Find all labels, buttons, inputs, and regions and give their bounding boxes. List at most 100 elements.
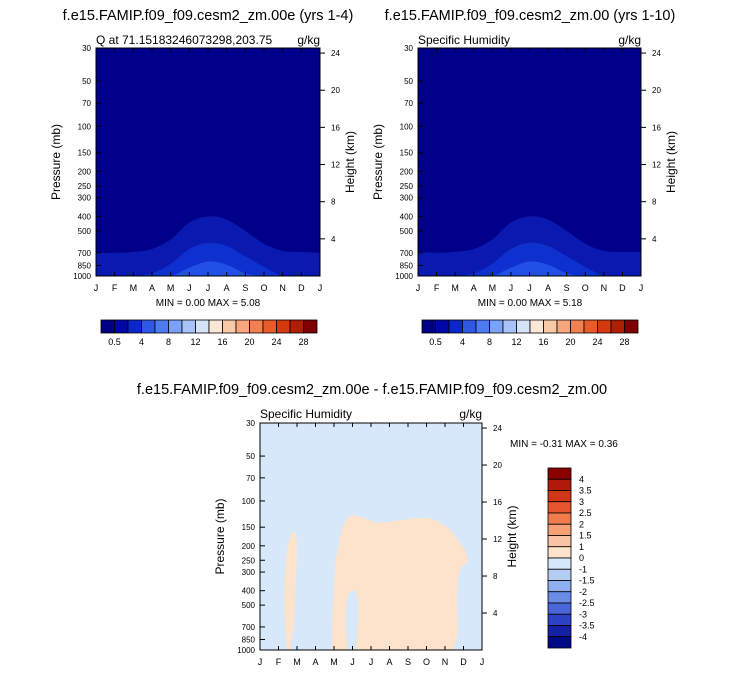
- contour-level-2: [96, 261, 320, 276]
- colorbar-swatch: [547, 467, 572, 480]
- y-tick-label: 250: [78, 182, 92, 191]
- y-tick-label: 70: [82, 99, 91, 108]
- x-tick-label: J: [350, 657, 355, 667]
- y-right-tick-label: 16: [331, 123, 340, 132]
- y-right-tick-label: 4: [331, 235, 336, 244]
- colorbar-label: 24: [271, 337, 281, 347]
- positive-region-main: [332, 515, 468, 650]
- x-tick-label: D: [298, 283, 305, 293]
- colorbar-swatch: [556, 319, 571, 334]
- x-tick-label: J: [318, 283, 323, 293]
- colorbar-swatch: [547, 523, 572, 536]
- y-tick-label: 1000: [395, 272, 413, 281]
- contour-level-1: [96, 242, 320, 276]
- colorbar-label: 2.5: [579, 508, 592, 518]
- colorbar-swatch: [547, 501, 572, 514]
- y-tick-label: 250: [242, 556, 256, 565]
- x-tick-label: J: [369, 657, 374, 667]
- colorbar-swatch: [154, 319, 169, 334]
- colorbar-swatch: [547, 568, 572, 581]
- colorbar-swatch: [235, 319, 250, 334]
- panel-1-left-label: Q at 71.15183246073298,203.75: [96, 33, 272, 47]
- panel-1-colorbar: 0.5 4 8 12 16 20 24 28: [100, 319, 318, 347]
- colorbar-swatch: [547, 478, 572, 491]
- colorbar-label: 0: [579, 553, 584, 563]
- colorbar-label: -1: [579, 564, 587, 574]
- y-tick-label: 400: [78, 212, 92, 221]
- x-tick-label: D: [460, 657, 467, 667]
- colorbar-swatch: [276, 319, 291, 334]
- panel-1-units: g/kg: [297, 33, 320, 47]
- colorbar-swatch: [547, 591, 572, 604]
- x-tick-label: M: [293, 657, 301, 667]
- colorbar-swatch: [448, 319, 463, 334]
- colorbar-label: 3.5: [579, 486, 592, 496]
- y-right-axis-label: Height (km): [664, 131, 678, 193]
- y-tick-label: 300: [242, 568, 256, 577]
- y-tick-label: 200: [400, 167, 414, 176]
- contour-fill-group: [260, 423, 482, 650]
- y-tick-label: 50: [82, 77, 91, 86]
- panel-1-title: f.e15.FAMIP.f09_f09.cesm2_zm.00e (yrs 1-…: [63, 8, 354, 24]
- colorbar-swatch: [208, 319, 223, 334]
- colorbar-swatch: [462, 319, 477, 334]
- colorbar-swatch: [168, 319, 183, 334]
- y-tick-label: 150: [400, 149, 414, 158]
- colorbar-label: 16: [217, 337, 227, 347]
- colorbar-label: 12: [190, 337, 200, 347]
- colorbar-swatch: [543, 319, 558, 334]
- y-tick-label: 700: [400, 249, 414, 258]
- colorbar-swatch: [547, 546, 572, 559]
- colorbar-swatch: [195, 319, 210, 334]
- y-right-tick-label: 4: [493, 609, 498, 618]
- negative-region-june: [345, 590, 359, 650]
- colorbar-label: -1.5: [579, 576, 595, 586]
- colorbar-swatch: [547, 580, 572, 593]
- y-tick-label: 700: [78, 249, 92, 258]
- colorbar-swatch: [303, 319, 318, 334]
- panel-2-colorbar: 0.5 4 8 12 16 20 24 28: [421, 319, 639, 347]
- y-right-tick-label: 8: [652, 198, 657, 207]
- x-tick-label: A: [471, 283, 477, 293]
- y-tick-label: 300: [400, 194, 414, 203]
- colorbar-label: -3: [579, 609, 587, 619]
- x-tick-label: N: [279, 283, 286, 293]
- colorbar-swatch: [624, 319, 639, 334]
- colorbar-swatch: [547, 535, 572, 548]
- x-tick-label: O: [260, 283, 267, 293]
- y-axis-label: Pressure (mb): [49, 124, 63, 200]
- panel-3: f.e15.FAMIP.f09_f09.cesm2_zm.00e - f.e15…: [137, 382, 618, 667]
- y-tick-label: 70: [246, 474, 255, 483]
- y-tick-label: 100: [400, 122, 414, 131]
- colorbar-swatch: [100, 319, 115, 334]
- y-right-tick-label: 20: [493, 461, 502, 470]
- colorbar-swatch: [547, 636, 572, 649]
- colorbar-swatch: [570, 319, 585, 334]
- y-tick-label: 1000: [237, 646, 255, 655]
- colorbar-swatch: [289, 319, 304, 334]
- y-tick-label: 50: [404, 77, 413, 86]
- y-right-axis-label: Height (km): [505, 505, 519, 567]
- y-tick-label: 50: [246, 452, 255, 461]
- panel-2-stats: MIN = 0.00 MAX = 5.18: [478, 298, 583, 309]
- y-right-tick-label: 4: [652, 235, 657, 244]
- panel-3-stats: MIN = -0.31 MAX = 0.36: [510, 439, 618, 450]
- y-right-tick-label: 24: [331, 49, 340, 58]
- x-tick-label: J: [258, 657, 263, 667]
- colorbar-swatch: [114, 319, 129, 334]
- y-tick-label: 400: [400, 212, 414, 221]
- panel-2-title: f.e15.FAMIP.f09_f09.cesm2_zm.00 (yrs 1-1…: [385, 8, 676, 24]
- y-tick-label: 500: [242, 601, 256, 610]
- y-tick-label: 400: [242, 587, 256, 596]
- y-right-tick-label: 24: [652, 49, 661, 58]
- colorbar-swatch: [547, 557, 572, 570]
- y-tick-label: 1000: [73, 272, 91, 281]
- colorbar-swatch: [502, 319, 517, 334]
- x-tick-label: J: [187, 283, 192, 293]
- y-right-tick-label: 12: [493, 535, 502, 544]
- y-tick-label: 150: [78, 149, 92, 158]
- colorbar-label: 20: [244, 337, 254, 347]
- colorbar-swatch: [127, 319, 142, 334]
- y-tick-label: 850: [242, 635, 256, 644]
- y-right-tick-label: 8: [493, 572, 498, 581]
